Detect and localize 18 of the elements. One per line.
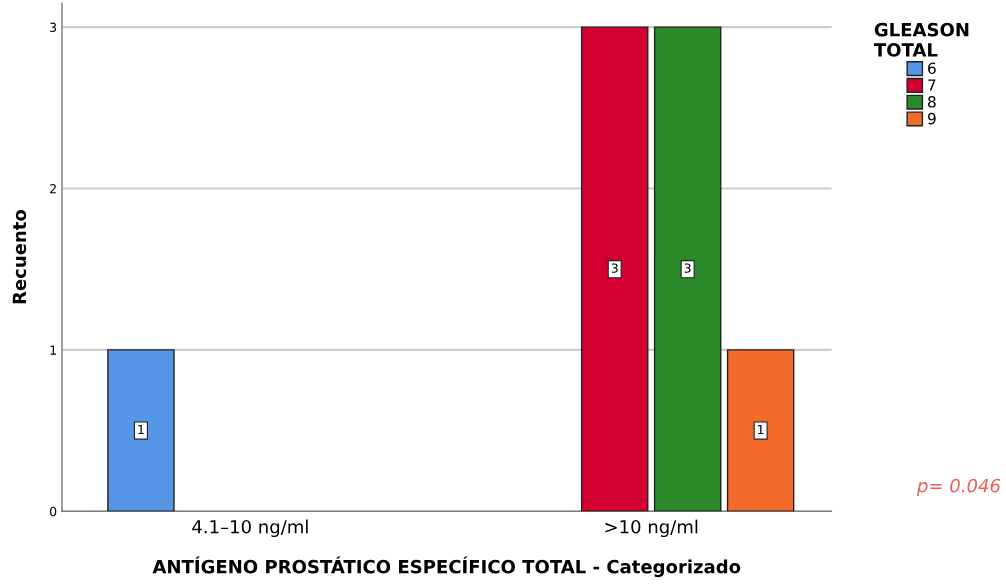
legend-label: 9 [927,112,936,125]
x-tick-label: >10 ng/ml [605,519,698,538]
x-tick-label: 4.1–10 ng/ml [192,519,308,538]
y-tick-label: 2 [50,183,56,194]
data-label: 3 [684,263,691,273]
data-label: 3 [611,263,618,273]
data-label: 1 [758,424,764,435]
y-axis-title: Recuento [12,209,27,304]
text: p= 0.046 [916,478,1001,496]
x-axis-title: ANTÍGENO PROSTÁTICO ESPECÍFICO TOTAL - Categorizado [152,556,741,578]
legend-label: 6 [928,62,936,75]
legend-label: 8 [928,96,936,108]
y-tick-label: 3 [50,22,57,33]
y-tick-label: 0 [49,506,57,517]
data-label: 1 [138,424,144,435]
legend-label: 7 [928,79,936,91]
y-tick-label: 1 [50,345,56,355]
legend-title: GLEASON TOTAL [873,22,969,57]
